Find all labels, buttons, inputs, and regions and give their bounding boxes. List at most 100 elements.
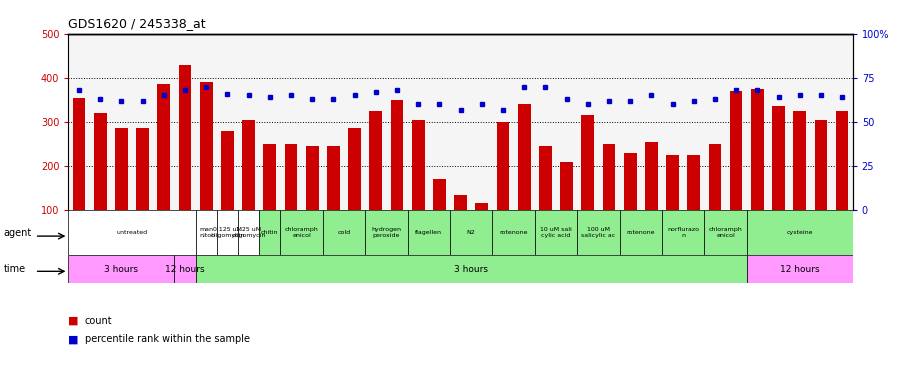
Text: GSM85649: GSM85649 [605,210,611,250]
Bar [305,146,318,254]
Text: GSM85642: GSM85642 [139,210,146,250]
Text: GSM85654: GSM85654 [182,210,188,250]
Text: GSM85627: GSM85627 [457,210,463,250]
Bar [644,142,657,254]
Text: GSM85641: GSM85641 [118,210,124,250]
Text: 10 uM sali
cylic acid: 10 uM sali cylic acid [539,227,571,238]
FancyBboxPatch shape [238,210,259,255]
Bar [602,144,615,254]
Bar [179,64,191,254]
Bar [369,111,382,254]
Text: GSM85651: GSM85651 [648,210,653,250]
Text: GSM85655: GSM85655 [690,210,696,250]
Bar [390,100,403,254]
FancyBboxPatch shape [322,210,364,255]
Text: 1.25 uM
oligomycin: 1.25 uM oligomycin [231,227,265,238]
Bar [242,120,255,254]
Text: GSM85635: GSM85635 [351,210,357,250]
Bar [475,203,487,254]
FancyBboxPatch shape [364,210,407,255]
Text: GSM85653: GSM85653 [160,210,167,250]
Text: GSM85662: GSM85662 [838,210,844,250]
FancyBboxPatch shape [661,210,703,255]
Text: cysteine: cysteine [785,230,812,235]
FancyBboxPatch shape [619,210,661,255]
Bar [433,179,445,254]
Bar [834,111,847,254]
Text: GSM85637: GSM85637 [394,210,400,250]
FancyBboxPatch shape [174,255,195,283]
Text: GSM85634: GSM85634 [330,210,336,250]
Text: GSM85639: GSM85639 [76,210,82,250]
Text: ■: ■ [68,334,79,344]
FancyBboxPatch shape [195,210,217,255]
FancyBboxPatch shape [217,210,238,255]
Bar [496,122,508,254]
Bar [708,144,721,254]
Text: time: time [4,264,26,274]
Text: flagellen: flagellen [415,230,442,235]
Bar [94,113,107,254]
Bar [580,115,593,254]
Text: GSM85650: GSM85650 [627,210,632,250]
Text: GSM85638: GSM85638 [415,210,421,250]
Text: 0.125 uM
oligomycin: 0.125 uM oligomycin [210,227,244,238]
FancyBboxPatch shape [280,210,322,255]
FancyBboxPatch shape [534,210,577,255]
Text: GSM85648: GSM85648 [584,210,590,250]
Text: GSM85659: GSM85659 [774,210,781,250]
Bar [814,120,826,254]
Text: chloramph
enicol: chloramph enicol [284,227,318,238]
Text: untreated: untreated [117,230,148,235]
FancyBboxPatch shape [68,210,195,255]
Text: GDS1620 / 245338_at: GDS1620 / 245338_at [68,17,206,30]
Text: 100 uM
salicylic ac: 100 uM salicylic ac [580,227,615,238]
Bar [623,153,636,254]
Text: 3 hours: 3 hours [104,265,138,274]
FancyBboxPatch shape [195,255,746,283]
Text: agent: agent [4,228,32,237]
FancyBboxPatch shape [407,210,449,255]
Bar [412,120,424,254]
Text: 3 hours: 3 hours [454,265,487,274]
Bar [327,146,340,254]
Text: chloramph
enicol: chloramph enicol [708,227,742,238]
Text: GSM85643: GSM85643 [478,210,485,250]
Text: GSM85630: GSM85630 [245,210,251,250]
Text: count: count [85,316,112,326]
Text: GSM85636: GSM85636 [373,210,378,250]
Text: chitin: chitin [261,230,278,235]
FancyBboxPatch shape [68,255,174,283]
Text: hydrogen
peroxide: hydrogen peroxide [371,227,401,238]
Text: ■: ■ [68,316,79,326]
Text: 12 hours: 12 hours [165,265,205,274]
Bar [517,104,530,254]
Text: GSM85658: GSM85658 [753,210,760,250]
Text: cold: cold [337,230,350,235]
Bar [115,129,128,254]
Text: man
nitol: man nitol [199,227,213,238]
Text: GSM85660: GSM85660 [796,210,802,250]
Bar [729,91,742,254]
FancyBboxPatch shape [746,255,852,283]
Text: GSM85633: GSM85633 [309,210,315,250]
Text: GSM85632: GSM85632 [288,210,293,250]
Bar [284,144,297,254]
Bar [559,162,572,254]
Bar [665,155,678,254]
Bar [772,106,784,254]
Bar [200,82,212,254]
Bar [454,195,466,254]
Text: GSM85645: GSM85645 [520,210,527,250]
Bar [158,84,170,254]
Bar [220,131,233,254]
FancyBboxPatch shape [492,210,534,255]
Text: rotenone: rotenone [498,230,527,235]
FancyBboxPatch shape [577,210,619,255]
Bar [136,129,148,254]
FancyBboxPatch shape [259,210,280,255]
Text: GSM85661: GSM85661 [817,210,823,250]
Text: GSM85644: GSM85644 [499,210,506,250]
Text: GSM85646: GSM85646 [542,210,548,250]
Text: GSM85647: GSM85647 [563,210,569,250]
